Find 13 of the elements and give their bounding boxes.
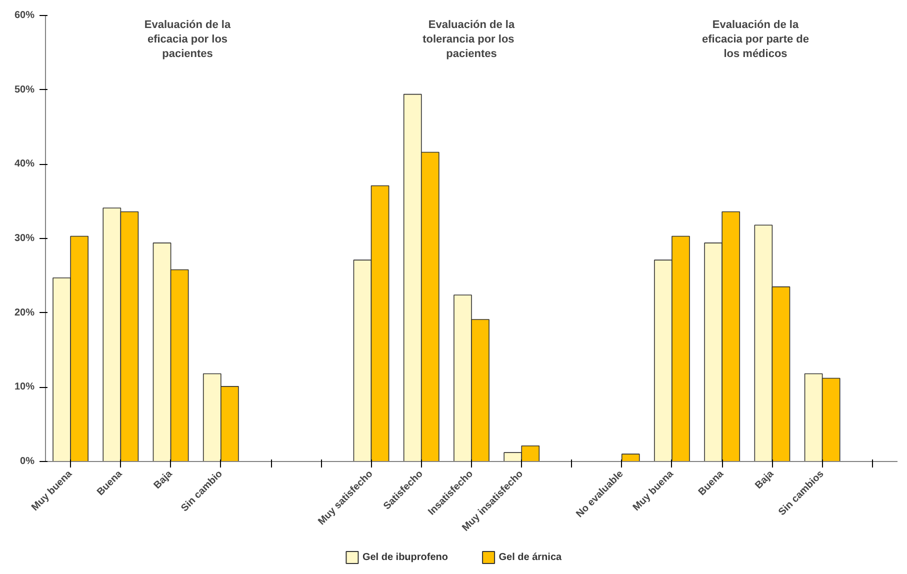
y-tick-label: 0% (20, 456, 35, 467)
y-tick-label: 40% (14, 158, 35, 170)
y-tick-label: 30% (14, 233, 35, 244)
bar (621, 454, 640, 462)
y-tick-label: 50% (14, 84, 35, 96)
annotation: Evaluación de la eficacia por parte de los médicos (702, 19, 810, 60)
annotation: Evaluación de la tolerancia por los pacientes (422, 19, 516, 60)
y-tick-label: 20% (14, 307, 35, 318)
y-tick-label: 60% (14, 10, 35, 21)
legend-label: Gel de árnica (498, 552, 562, 563)
y-tick-label: 10% (14, 382, 35, 393)
annotation: Evaluación de la eficacia por los pacientes (144, 19, 232, 60)
legend-label: Gel de ibuprofeno (362, 552, 448, 563)
